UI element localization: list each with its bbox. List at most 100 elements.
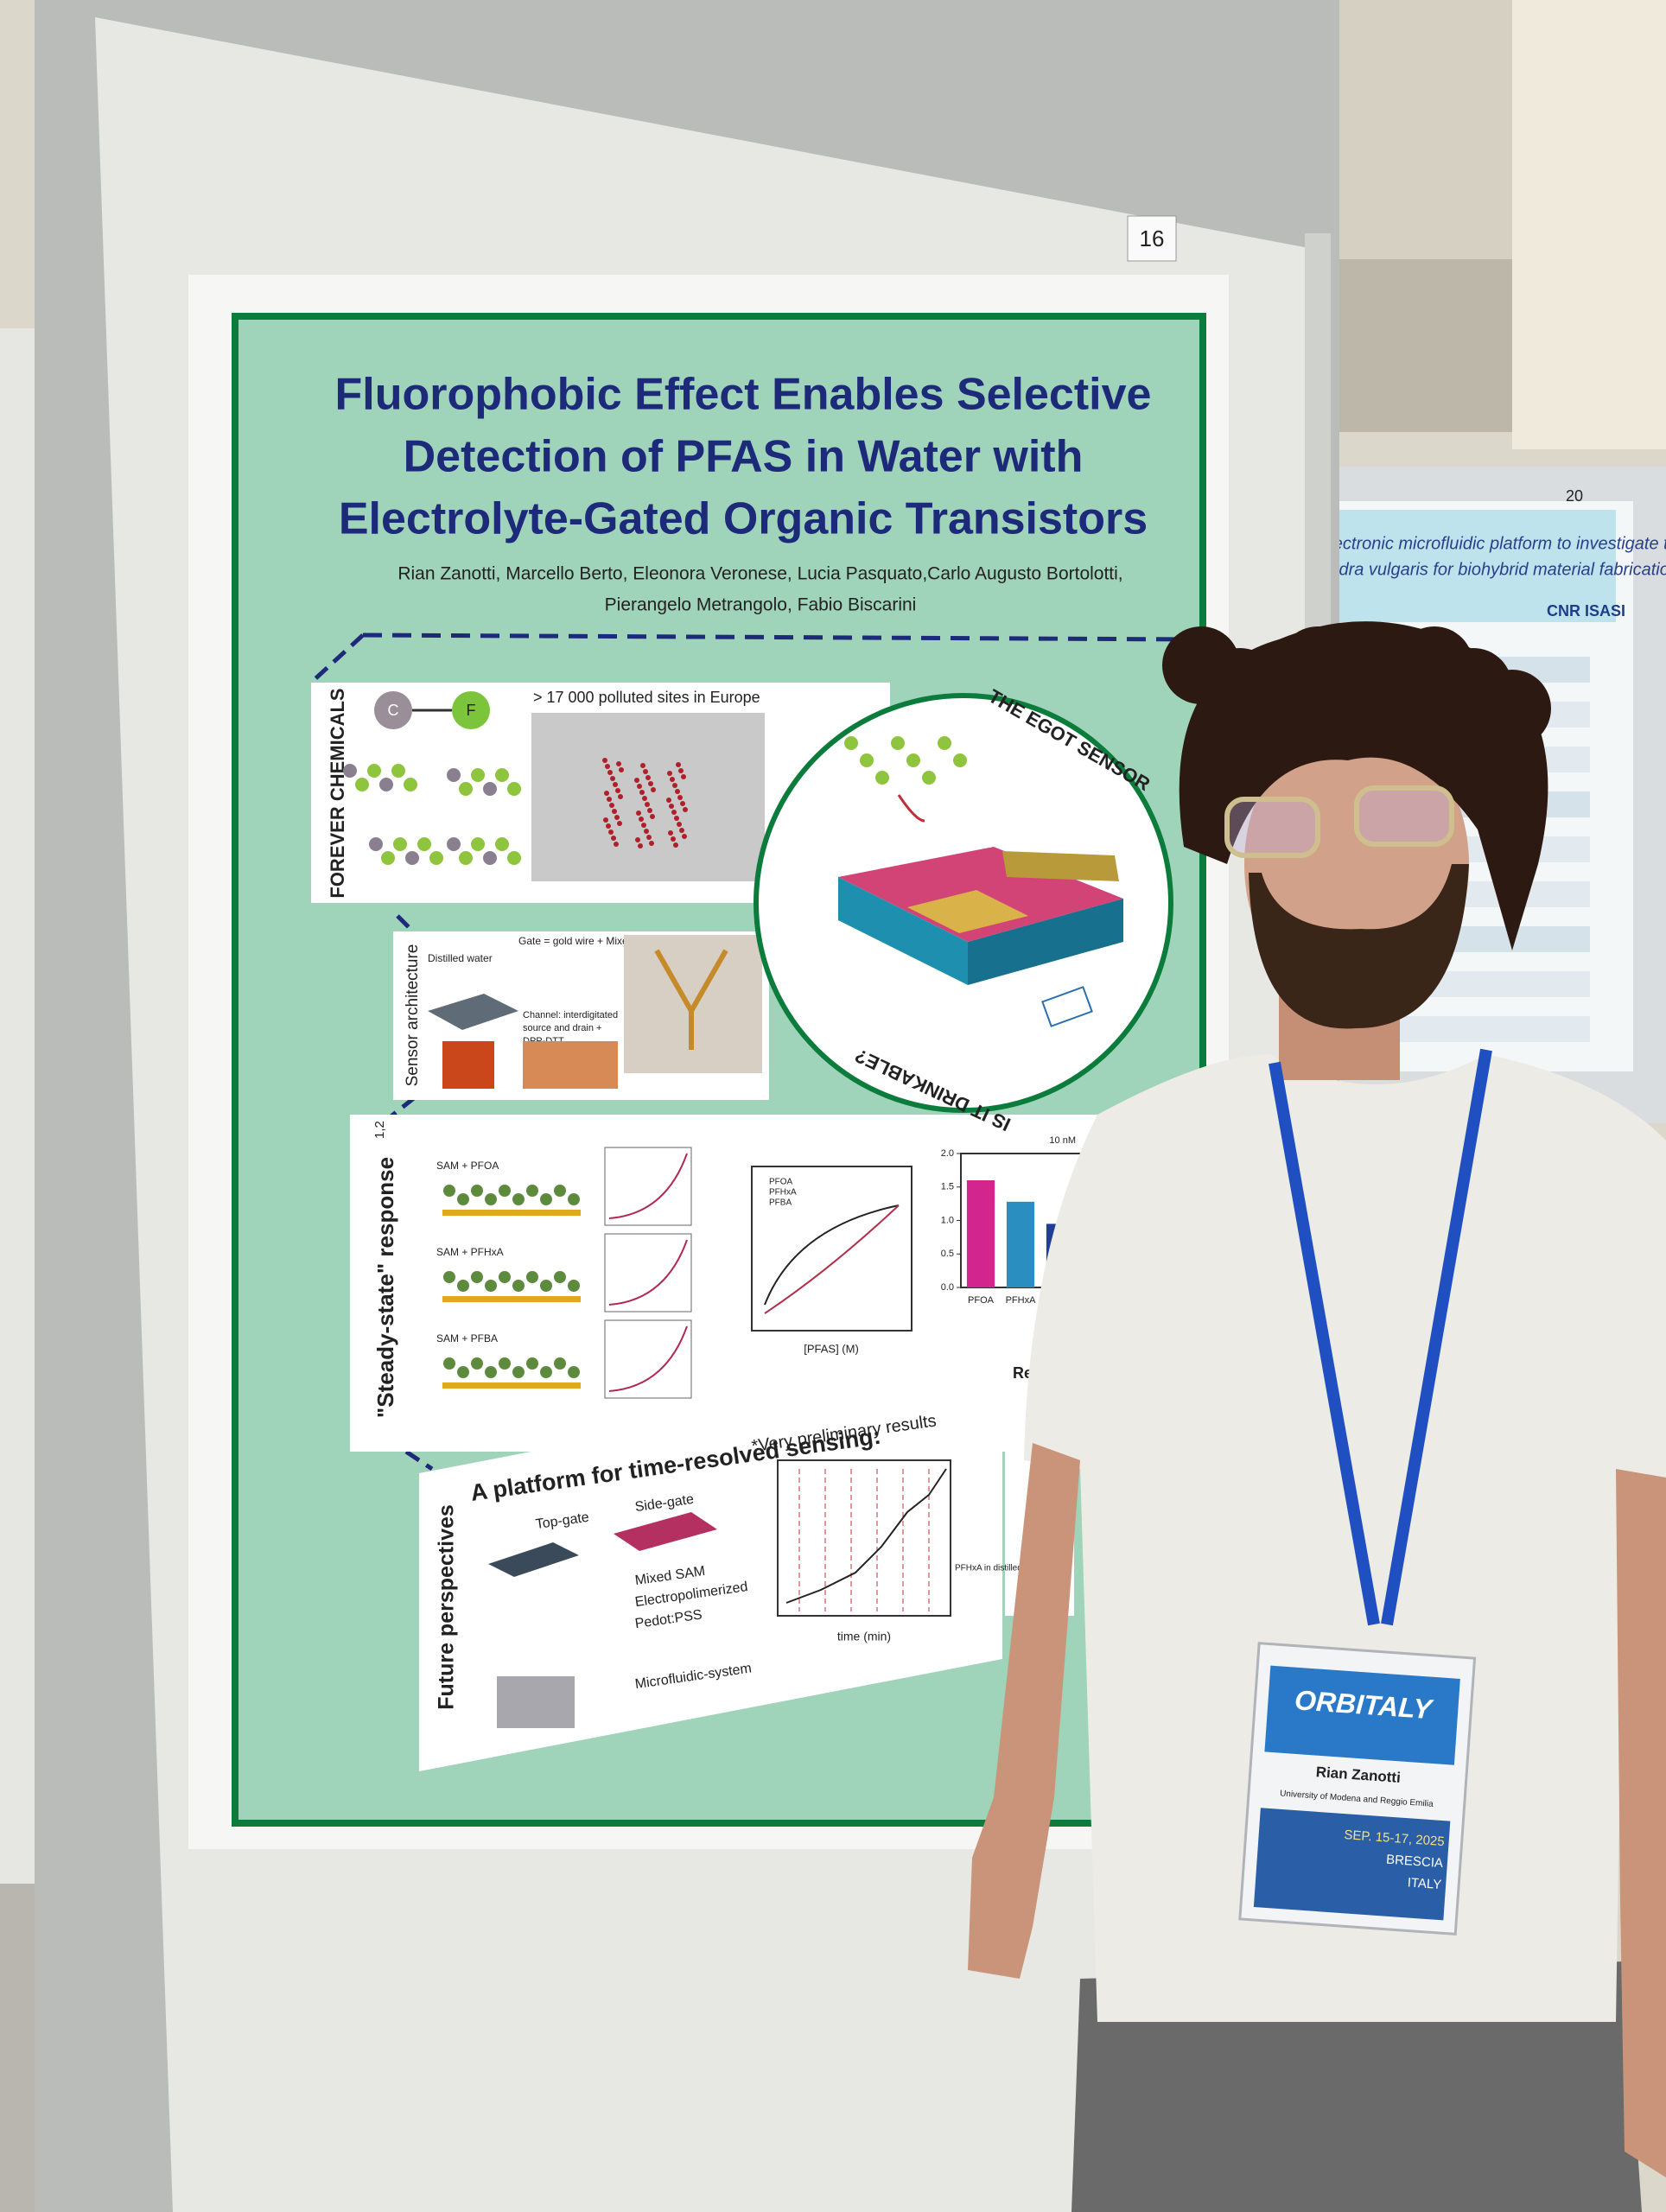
arm (1616, 1469, 1666, 2177)
pollution-dot (640, 763, 645, 768)
pollution-dot (670, 777, 675, 782)
glasses-lens (1224, 797, 1320, 858)
pollution-dot (646, 835, 652, 840)
board-number: 16 (1140, 226, 1165, 251)
x-tick-label: PFOA (968, 1295, 995, 1306)
glass (1041, 986, 1093, 1027)
pollution-dot (607, 797, 612, 802)
sam-molecule (457, 1366, 469, 1378)
dose-curve (764, 1205, 900, 1314)
curl (1473, 670, 1551, 747)
device-side (838, 877, 968, 985)
sam-molecule (457, 1280, 469, 1292)
pollution-dot (634, 778, 639, 783)
molecule-atom (391, 764, 405, 778)
pollution-dot (611, 836, 616, 841)
pollution-dot (639, 817, 644, 822)
molecule-atom (471, 837, 485, 851)
bar (966, 1180, 995, 1287)
sam-molecule (512, 1366, 525, 1378)
y-tick-label: 0.0 (941, 1282, 954, 1293)
number-card (1127, 215, 1177, 262)
sam-molecule (526, 1357, 538, 1370)
device (428, 994, 518, 1030)
microfluidic (497, 1676, 575, 1728)
pollution-dot (639, 790, 645, 795)
dose-curve (764, 1205, 900, 1306)
y-tick-label: 1.0 (941, 1215, 954, 1225)
molecule-atom (343, 764, 357, 778)
pollution-dot (616, 761, 621, 766)
pollution-dot (671, 810, 677, 815)
pollution-dot (608, 830, 614, 835)
sam-molecule (540, 1366, 552, 1378)
molecule-atom (393, 837, 407, 851)
sam-molecule (443, 1185, 455, 1197)
sensor-note: Channel: interdigitated (523, 1010, 618, 1020)
dose-xlabel: [PFAS] (M) (804, 1342, 859, 1355)
transfer-curve (608, 1325, 688, 1392)
dose-legend: PFHxA (769, 1188, 797, 1198)
neighbor-title: Hydra vulgaris for biohybrid material fa… (1318, 560, 1666, 579)
sam-molecule (471, 1271, 483, 1283)
pfas-molecule (875, 771, 889, 785)
molecule-atom (367, 764, 381, 778)
pollution-dot (605, 764, 610, 769)
sam-molecule (540, 1193, 552, 1205)
poster-authors: Rian Zanotti, Marcello Berto, Eleonora V… (397, 564, 1122, 584)
device (614, 1512, 717, 1551)
section-label: FOREVER CHEMICALS (327, 688, 348, 898)
sensor-note: source and drain + (523, 1023, 601, 1033)
sam-molecule (443, 1357, 455, 1370)
sam-molecule (512, 1280, 525, 1292)
pollution-dot (672, 783, 677, 788)
pollution-dot (669, 804, 674, 809)
sam-molecule (540, 1280, 552, 1292)
gate (1002, 851, 1119, 881)
pollution-dot (617, 821, 622, 826)
sam-molecule (499, 1185, 511, 1197)
atom-label: C (388, 702, 399, 719)
sample-label: SAM + PFBA (436, 1332, 498, 1344)
section-sup: 1,2 (372, 1121, 387, 1139)
atom (452, 691, 490, 729)
sensor-note: Distilled water (428, 952, 493, 964)
bright-wall (1512, 0, 1666, 449)
time-xlabel: time (min) (837, 1630, 891, 1643)
section-label: Sensor architecture (404, 944, 422, 1087)
pollution-dot (645, 775, 651, 780)
sam-molecule (554, 1357, 566, 1370)
y-tick-label: 1.5 (941, 1182, 954, 1192)
bar (1006, 1201, 1035, 1287)
sam-molecule (568, 1193, 580, 1205)
beard (1249, 864, 1469, 1029)
sam-molecule (568, 1280, 580, 1292)
molecule-atom (417, 837, 431, 851)
badge-header (1264, 1665, 1460, 1765)
atom-label: F (467, 702, 476, 719)
neighbor-header (1313, 510, 1616, 622)
pollution-dot (683, 807, 688, 812)
sam-molecule (485, 1280, 497, 1292)
time-sample: PFHxA in distilled water (955, 1564, 1046, 1573)
pollution-dot (651, 787, 656, 792)
panel (419, 1361, 1002, 1771)
molecule-atom (447, 768, 461, 782)
sam-molecule (471, 1185, 483, 1197)
pollution-dot (636, 810, 641, 816)
pollution-dot (606, 823, 611, 829)
sam-molecule (457, 1193, 469, 1205)
pfas-molecule (953, 753, 967, 767)
setup-arm (654, 949, 728, 1050)
molecule-atom (483, 851, 497, 865)
pollution-dot (604, 791, 609, 796)
pollution-dot (648, 781, 653, 786)
sam-molecule (485, 1366, 497, 1378)
molecule-atom (495, 768, 509, 782)
dashed-line (309, 633, 434, 1471)
pollution-dot (614, 842, 619, 847)
y-tick-label: 2.0 (941, 1148, 954, 1159)
pollution-dot (677, 822, 682, 827)
